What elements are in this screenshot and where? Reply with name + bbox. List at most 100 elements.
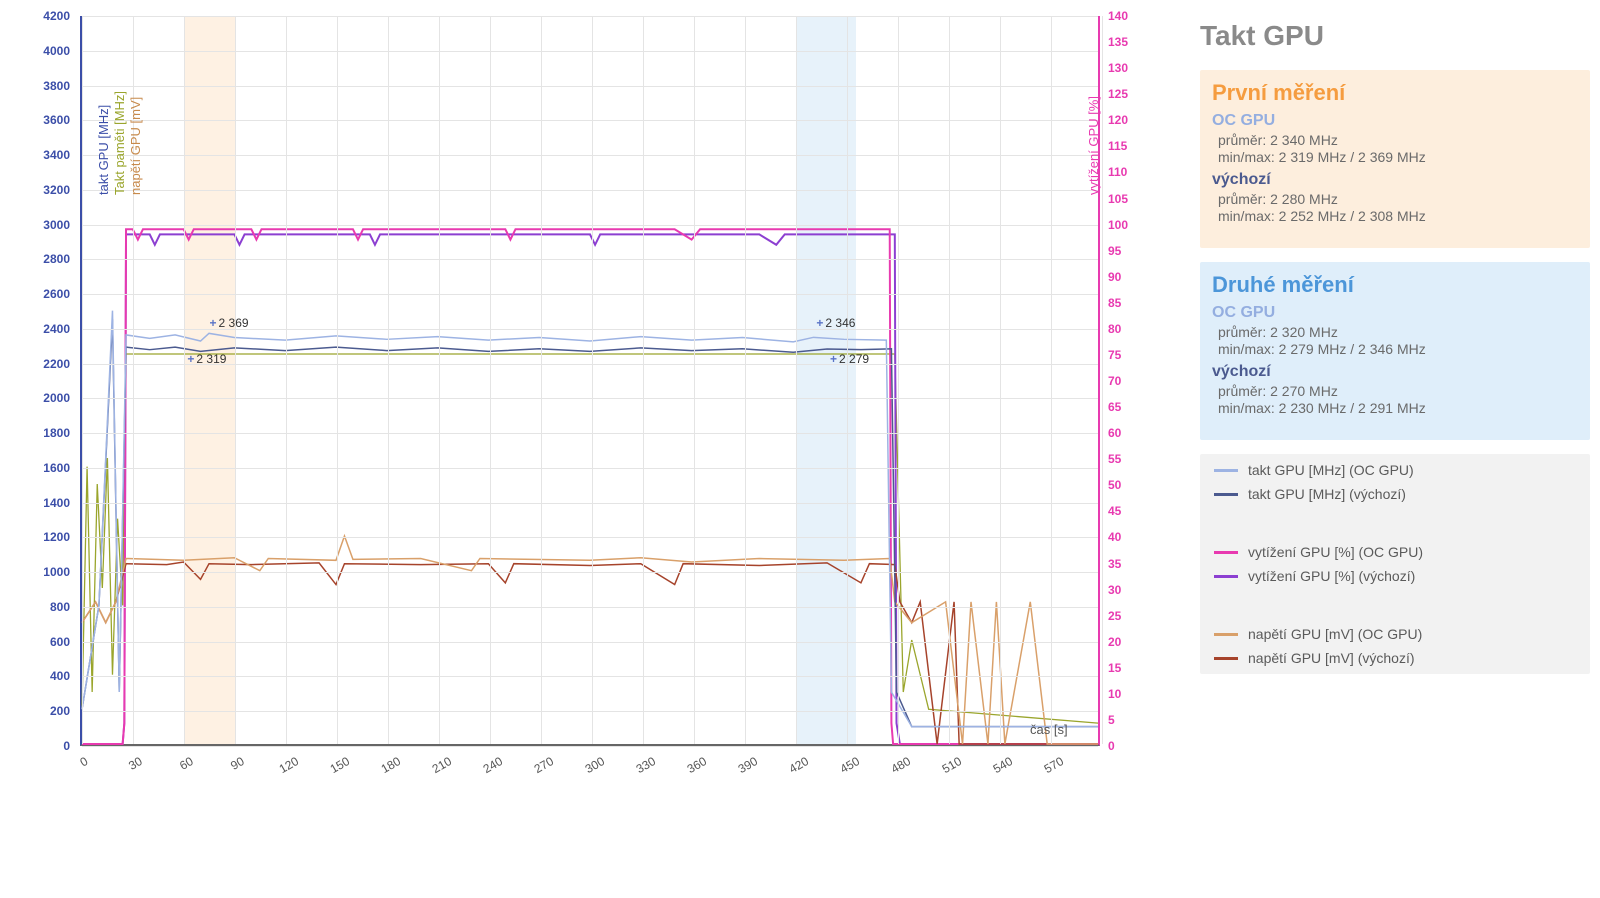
y-left-tick: 3400 [0,148,70,162]
legend: takt GPU [MHz] (OC GPU) takt GPU [MHz] (v… [1200,454,1590,674]
legend-row: napětí GPU [mV] (výchozí) [1214,646,1576,670]
panel1-oc-avg: průměr: 2 340 MHz [1218,132,1578,148]
x-tick: 150 [328,754,352,776]
panel-first-measurement: První měření OC GPU průměr: 2 340 MHz mi… [1200,70,1590,248]
y-left-tick: 400 [0,669,70,683]
axis-label-right: vytížení GPU [%] [1086,96,1101,195]
legend-label: takt GPU [MHz] (OC GPU) [1248,462,1414,478]
legend-label: takt GPU [MHz] (výchozí) [1248,486,1406,502]
x-tick: 570 [1042,754,1066,776]
legend-swatch [1214,493,1238,496]
y-right-tick: 65 [1108,400,1158,414]
legend-label: napětí GPU [mV] (výchozí) [1248,650,1415,666]
panel-second-measurement: Druhé měření OC GPU průměr: 2 320 MHz mi… [1200,262,1590,440]
axis-label-left: napětí GPU [mV] [128,97,143,195]
y-right-tick: 85 [1108,296,1158,310]
y-left-tick: 3200 [0,183,70,197]
legend-swatch [1214,551,1238,554]
y-left-tick: 200 [0,704,70,718]
y-left-tick: 2000 [0,391,70,405]
x-tick: 270 [532,754,556,776]
panel2-oc-mm: min/max: 2 279 MHz / 2 346 MHz [1218,341,1578,357]
y-left-tick: 800 [0,600,70,614]
y-left-tick: 1000 [0,565,70,579]
panel2-oc-label: OC GPU [1212,304,1578,322]
legend-row: takt GPU [MHz] (OC GPU) [1214,458,1576,482]
y-left-tick: 3800 [0,79,70,93]
y-right-tick: 130 [1108,61,1158,75]
x-tick: 420 [787,754,811,776]
legend-row: vytížení GPU [%] (výchozí) [1214,564,1576,588]
y-right-tick: 110 [1108,165,1158,179]
y-left-tick: 1200 [0,530,70,544]
legend-swatch [1214,633,1238,636]
legend-label: napětí GPU [mV] (OC GPU) [1248,626,1422,642]
y-right-tick: 70 [1108,374,1158,388]
y-right-tick: 55 [1108,452,1158,466]
y-right-tick: 125 [1108,87,1158,101]
sidebar: Takt GPU První měření OC GPU průměr: 2 3… [1180,0,1600,898]
legend-swatch [1214,575,1238,578]
x-tick: 180 [379,754,403,776]
legend-row: vytížení GPU [%] (OC GPU) [1214,540,1576,564]
x-tick: 240 [481,754,505,776]
panel2-def-avg: průměr: 2 270 MHz [1218,383,1578,399]
y-right-tick: 35 [1108,557,1158,571]
y-right-tick: 0 [1108,739,1158,753]
y-right-tick: 40 [1108,530,1158,544]
panel2-def-mm: min/max: 2 230 MHz / 2 291 MHz [1218,400,1578,416]
y-left-tick: 4000 [0,44,70,58]
x-axis-label: čas [s] [1030,722,1068,737]
x-tick: 450 [838,754,862,776]
x-tick: 330 [634,754,658,776]
panel2-title: Druhé měření [1212,272,1578,298]
panel1-oc-mm: min/max: 2 319 MHz / 2 369 MHz [1218,149,1578,165]
y-right-tick: 95 [1108,244,1158,258]
y-left-tick: 2400 [0,322,70,336]
y-right-tick: 105 [1108,192,1158,206]
x-tick: 30 [126,754,145,773]
panel2-def-label: výchozí [1212,363,1578,381]
y-right-tick: 115 [1108,139,1158,153]
x-tick: 210 [430,754,454,776]
y-left-tick: 2200 [0,357,70,371]
y-left-tick: 0 [0,739,70,753]
y-left-tick: 3000 [0,218,70,232]
chart-annotation: +2 346 [816,316,855,330]
y-right-tick: 45 [1108,504,1158,518]
x-tick: 60 [177,754,196,773]
y-right-tick: 75 [1108,348,1158,362]
y-right-tick: 60 [1108,426,1158,440]
chart-annotation: +2 369 [210,316,249,330]
x-tick: 390 [736,754,760,776]
panel2-oc-avg: průměr: 2 320 MHz [1218,324,1578,340]
x-tick: 480 [889,754,913,776]
axis-label-left: Takt paměti [MHz] [112,91,127,195]
y-right-tick: 30 [1108,583,1158,597]
y-left-tick: 4200 [0,9,70,23]
x-tick: 360 [685,754,709,776]
y-left-tick: 1800 [0,426,70,440]
x-tick: 120 [277,754,301,776]
legend-label: vytížení GPU [%] (výchozí) [1248,568,1415,584]
y-right-tick: 100 [1108,218,1158,232]
y-right-tick: 25 [1108,609,1158,623]
legend-label: vytížení GPU [%] (OC GPU) [1248,544,1423,560]
x-tick: 0 [78,754,91,769]
y-right-tick: 120 [1108,113,1158,127]
legend-row: takt GPU [MHz] (výchozí) [1214,482,1576,506]
y-left-tick: 3600 [0,113,70,127]
chart-annotation: +2 279 [830,352,869,366]
y-right-tick: 10 [1108,687,1158,701]
panel1-title: První měření [1212,80,1578,106]
chart-annotation: +2 319 [187,352,226,366]
y-right-tick: 50 [1108,478,1158,492]
panel1-def-avg: průměr: 2 280 MHz [1218,191,1578,207]
x-tick: 510 [940,754,964,776]
y-right-tick: 15 [1108,661,1158,675]
sidebar-title: Takt GPU [1200,20,1590,52]
y-right-tick: 135 [1108,35,1158,49]
plot-region: +2 369 +2 319 +2 346 +2 279 [80,16,1100,746]
y-right-tick: 5 [1108,713,1158,727]
x-tick: 540 [991,754,1015,776]
